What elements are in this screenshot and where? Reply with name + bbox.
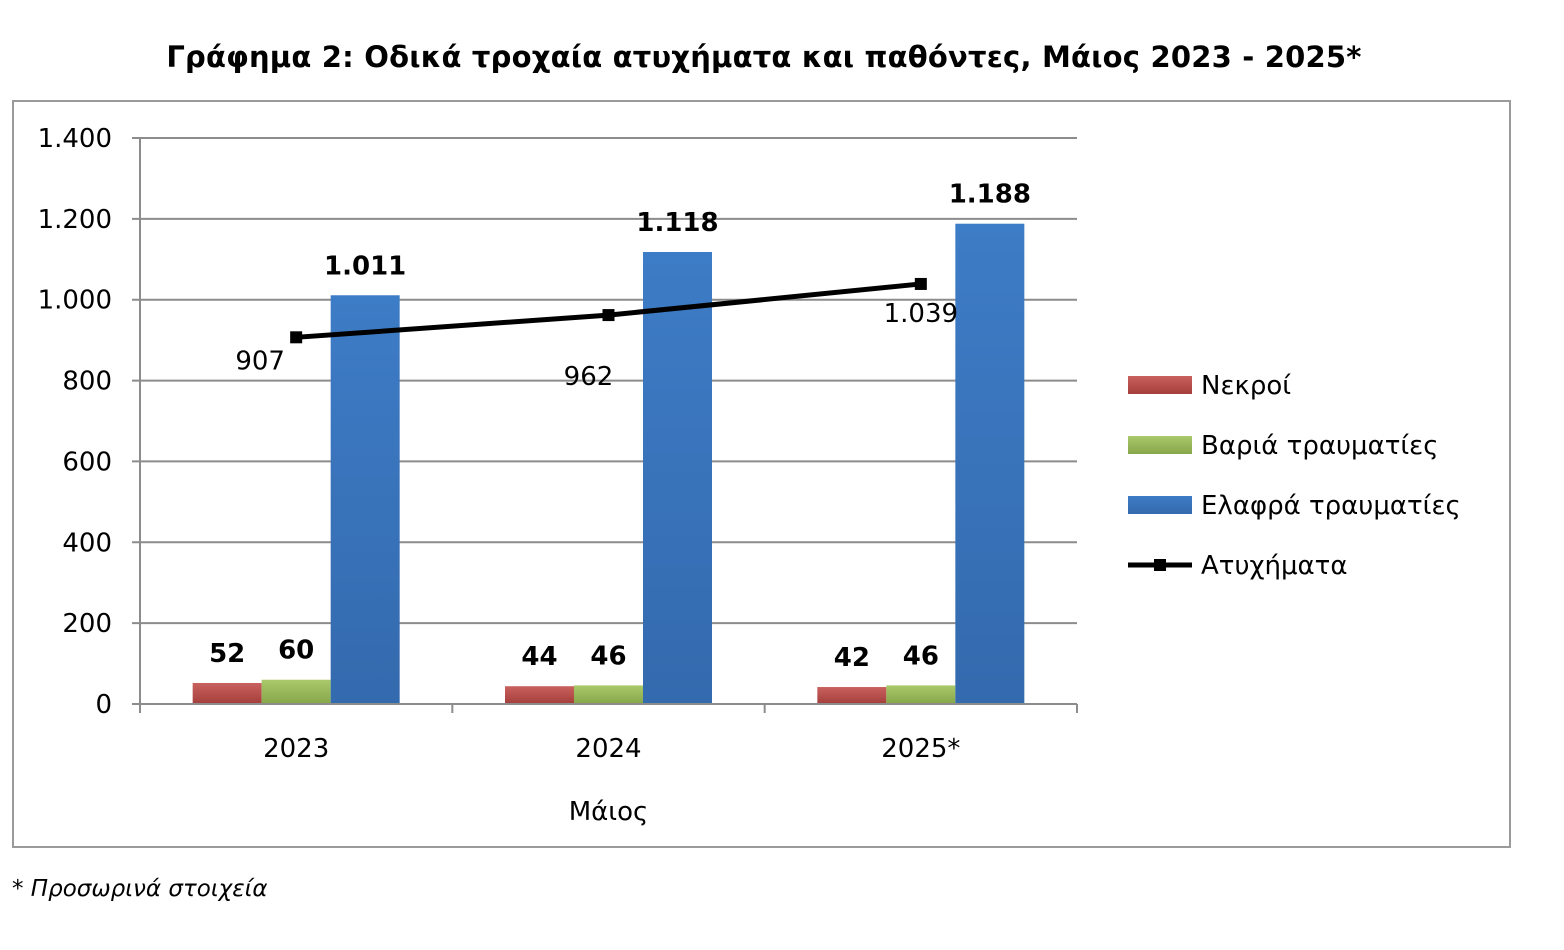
bar-data-label: 1.011 <box>324 251 406 281</box>
legend-label: Βαριά τραυματίες <box>1201 431 1438 461</box>
line-marker <box>290 331 303 344</box>
bars-layer <box>132 223 1077 705</box>
bar-slight-injuries <box>330 295 400 704</box>
bar-deaths <box>817 687 887 704</box>
line-marker <box>914 277 927 290</box>
bar-data-label: 52 <box>209 639 245 669</box>
y-tick-label: 200 <box>62 609 112 639</box>
legend: Νεκροί Βαριά τραυματίες Ελαφρά τραυματίες Α… <box>1128 371 1461 581</box>
x-tick-label: 2023 <box>263 734 329 764</box>
line-data-label: 1.039 <box>884 299 958 329</box>
y-tick-label: 600 <box>62 447 112 477</box>
line-data-label: 907 <box>235 346 285 376</box>
y-tick-label: 1.000 <box>38 286 112 316</box>
bar-data-label: 1.118 <box>636 208 718 238</box>
legend-marker <box>1154 559 1166 571</box>
y-tick-label: 0 <box>95 690 112 720</box>
legend-label: Νεκροί <box>1201 371 1291 401</box>
bar-data-label: 44 <box>521 642 557 672</box>
y-tick-label: 1.400 <box>38 124 112 154</box>
legend-swatch <box>1128 436 1192 454</box>
bar-data-label: 1.188 <box>949 180 1031 210</box>
x-tick-label: 2024 <box>575 734 641 764</box>
labels-layer: 2023 2024 2025* Μάιος 52 44 42 60 46 46 1.011 1.118… <box>209 180 1031 827</box>
bar-serious-injuries <box>261 679 331 704</box>
footnote: * Προσωρινά στοιχεία <box>12 876 268 902</box>
line-layer <box>290 277 927 344</box>
y-tick-label: 800 <box>62 367 112 397</box>
line-data-label: 962 <box>564 362 614 392</box>
bar-deaths <box>505 686 574 704</box>
bar-serious-injuries <box>574 685 643 704</box>
bar-data-label: 46 <box>903 641 939 671</box>
line-marker <box>602 309 615 322</box>
grid-layer: 0 200 400 600 800 1.000 1.200 1.400 <box>38 124 1078 720</box>
bar-slight-injuries <box>955 223 1025 705</box>
y-tick-label: 1.200 <box>38 205 112 235</box>
bar-data-label: 42 <box>834 643 870 673</box>
bar-data-label: 46 <box>590 641 626 671</box>
bar-slight-injuries <box>643 252 712 704</box>
x-axis-title: Μάιος <box>569 797 649 827</box>
bar-serious-injuries <box>886 685 956 704</box>
y-tick-label: 400 <box>62 528 112 558</box>
x-tick-label: 2025* <box>881 734 960 764</box>
legend-swatch <box>1128 496 1192 514</box>
bar-deaths <box>192 682 262 704</box>
chart-title: Γράφημα 2: Οδικά τροχαία ατυχήματα και π… <box>166 40 1362 74</box>
legend-label: Ατυχήματα <box>1201 551 1347 581</box>
legend-label: Ελαφρά τραυματίες <box>1201 491 1461 521</box>
bar-data-label: 60 <box>278 636 314 666</box>
chart-frame <box>12 100 1511 848</box>
legend-swatch <box>1128 376 1192 394</box>
